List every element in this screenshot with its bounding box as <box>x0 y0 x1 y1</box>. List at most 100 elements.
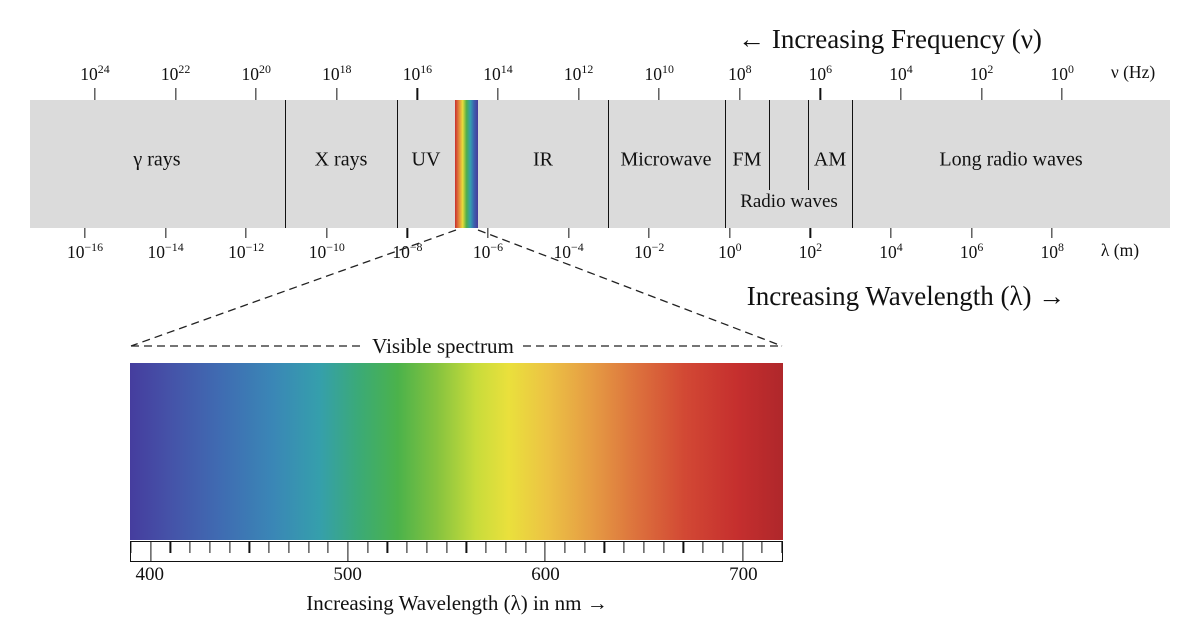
ruler-tick <box>367 542 369 554</box>
frequency-tick-mark <box>94 88 96 100</box>
wavelength-tick-mark <box>326 228 328 238</box>
band-region-label: Microwave <box>620 148 712 171</box>
ruler-tick <box>465 542 467 554</box>
wavelength-tick-mark <box>164 228 167 238</box>
wavelength-tick-label: 10−10 <box>308 240 345 262</box>
ruler-tick <box>268 542 270 554</box>
frequency-tick-label: 1012 <box>563 62 594 84</box>
ruler-tick <box>406 542 408 554</box>
frequency-tick-mark <box>255 88 257 100</box>
ruler-tick <box>426 542 428 554</box>
frequency-tick-mark <box>900 88 902 100</box>
band-region-label: AM <box>813 148 847 171</box>
ruler-tick <box>663 542 665 554</box>
frequency-tick-label: 1014 <box>483 62 513 84</box>
band-divider <box>397 100 399 228</box>
ruler-tick <box>150 542 152 561</box>
frequency-unit-label: ν (Hz) <box>1110 62 1156 82</box>
wavelength-tick-mark <box>970 228 973 238</box>
wavelength-tick-label: 10−8 <box>392 240 423 262</box>
ruler-tick <box>169 542 172 554</box>
ruler-tick <box>307 542 310 554</box>
visible-light-strip <box>455 100 478 228</box>
ruler-tick <box>524 542 527 554</box>
increasing-wavelength-nm-label: Increasing Wavelength (λ) in nm → <box>306 591 608 615</box>
frequency-tick-mark <box>739 88 741 100</box>
ruler-tick <box>584 542 586 554</box>
ruler-tick <box>209 542 211 554</box>
visible-spectrum-label: Visible spectrum <box>372 334 514 358</box>
frequency-tick-label: 106 <box>808 62 833 84</box>
band-region-label: Radio waves <box>740 191 838 213</box>
frequency-tick-label: 1016 <box>402 62 433 84</box>
band-region-label: IR <box>533 148 553 171</box>
nm-ruler-labels: 400 500 600 700 <box>130 564 783 588</box>
frequency-tick-mark <box>416 88 419 100</box>
wavelength-tick-mark <box>890 228 892 238</box>
ruler-tick <box>229 542 231 554</box>
wavelength-tick-label: 102 <box>798 240 823 262</box>
ruler-tick <box>248 542 250 554</box>
frequency-tick-mark <box>819 88 822 100</box>
frequency-tick-mark <box>1061 88 1063 100</box>
wavelength-tick-label: 10−14 <box>147 240 184 262</box>
ruler-tick <box>682 542 684 554</box>
increasing-wavelength-label: Increasing Wavelength (λ) → <box>746 281 1066 311</box>
wavelength-tick-label: 108 <box>1040 240 1064 262</box>
ruler-tick <box>327 542 329 554</box>
ruler-tick <box>446 542 448 554</box>
wavelength-tick-label: 104 <box>879 240 903 262</box>
ruler-tick <box>505 542 507 554</box>
band-divider <box>808 100 810 190</box>
wavelength-unit-label: λ (m) <box>1100 240 1140 260</box>
frequency-axis: 1024 1022 1020 1018 1016 1014 1012 1010 108 106 10… <box>0 0 1200 100</box>
ruler-tick-label: 400 <box>135 564 165 585</box>
ruler-tick <box>130 542 132 554</box>
wavelength-tick-label: 10−12 <box>228 240 265 262</box>
wavelength-tick-label: 10−6 <box>472 240 504 262</box>
visible-spectrum-bar <box>130 363 783 540</box>
wavelength-tick-mark <box>406 228 409 238</box>
band-divider <box>285 100 287 228</box>
ruler-tick <box>741 542 744 561</box>
wavelength-tick-mark <box>729 228 731 238</box>
ruler-tick <box>564 542 566 554</box>
wavelength-tick-label: 10−16 <box>66 240 104 262</box>
ruler-tick-label: 600 <box>531 564 560 585</box>
band-divider <box>769 100 771 190</box>
nm-ruler <box>130 541 783 562</box>
ruler-tick <box>347 542 349 561</box>
ruler-tick <box>702 542 704 554</box>
wavelength-tick-mark <box>809 228 812 238</box>
frequency-tick-mark <box>497 88 499 100</box>
ruler-tick-label: 500 <box>333 564 362 585</box>
frequency-tick-label: 108 <box>728 62 752 84</box>
band-region-label: FM <box>732 148 762 171</box>
ruler-tick <box>603 542 606 554</box>
frequency-tick-label: 1024 <box>80 62 110 84</box>
increasing-frequency-label: ← Increasing Frequency (ν) <box>738 24 1042 54</box>
ruler-tick <box>722 542 724 554</box>
ruler-tick <box>485 542 487 554</box>
wavelength-tick-mark <box>84 228 86 238</box>
wavelength-tick-label: 106 <box>959 240 984 262</box>
wavelength-tick-label: 100 <box>718 240 742 262</box>
frequency-tick-label: 104 <box>889 62 913 84</box>
ruler-tick <box>288 542 290 554</box>
wavelength-tick-label: 10−2 <box>634 240 665 262</box>
ruler-tick <box>544 542 546 561</box>
wavelength-tick-mark <box>1051 228 1053 238</box>
frequency-tick-mark <box>577 88 580 100</box>
wavelength-tick-mark <box>567 228 570 238</box>
band-region-label: Long radio waves <box>939 148 1083 171</box>
band-region-label: UV <box>411 148 441 171</box>
frequency-tick-mark <box>174 88 177 100</box>
band-divider <box>852 100 854 228</box>
ruler-tick <box>761 542 763 554</box>
spectrum-band: γ rays X rays UV IR Microwave FM AM Long radio … <box>30 100 1170 228</box>
frequency-tick-label: 1020 <box>241 62 271 84</box>
wavelength-axis: 10−16 10−14 10−12 10−10 10−8 10−6 10−4 10−2 100 1… <box>0 228 1200 272</box>
frequency-tick-label: 1010 <box>644 62 674 84</box>
frequency-tick-label: 100 <box>1050 62 1074 84</box>
